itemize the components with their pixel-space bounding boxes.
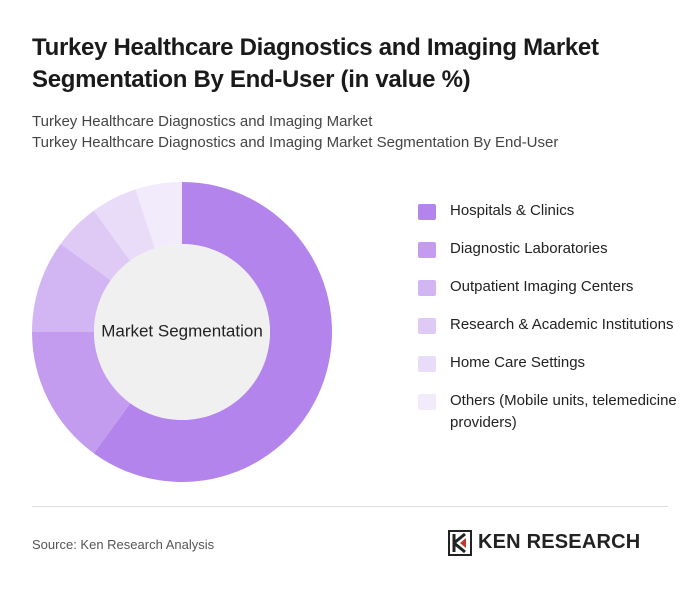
- donut-segment: [32, 243, 111, 332]
- donut-hole: [94, 244, 270, 420]
- center-label: Market Segmentation: [101, 321, 263, 340]
- donut-segment: [60, 210, 131, 281]
- legend-swatch: [418, 394, 436, 410]
- subtitle: Turkey Healthcare Diagnostics and Imagin…: [32, 113, 373, 130]
- legend-label: Others (Mobile units, telemedicine provi…: [450, 392, 677, 431]
- legend-item: Hospitals & Clinics: [418, 200, 678, 222]
- donut-segment: [32, 332, 131, 454]
- chart-title: Turkey Healthcare Diagnostics and Imagin…: [32, 34, 599, 93]
- legend-item: Outpatient Imaging Centers: [418, 276, 678, 298]
- brand: KEN RESEARCH: [478, 531, 641, 553]
- legend-item: Others (Mobile units, telemedicine provi…: [418, 390, 678, 434]
- legend-item: Home Care Settings: [418, 352, 678, 374]
- legend-swatch: [418, 204, 436, 220]
- logo-accent: [460, 538, 466, 548]
- legend-swatch: [418, 280, 436, 296]
- logo-k: [452, 532, 466, 554]
- legend-swatch: [418, 356, 436, 372]
- donut-segment: [135, 182, 182, 249]
- legend-label: Home Care Settings: [450, 354, 586, 371]
- subtitle: Turkey Healthcare Diagnostics and Imagin…: [32, 134, 559, 151]
- legend-swatch: [418, 318, 436, 334]
- source: Source: Ken Research Analysis: [32, 537, 215, 552]
- donut-chart: Market Segmentation: [32, 182, 332, 482]
- legend-item: Diagnostic Laboratories: [418, 238, 678, 260]
- legend-label: Research & Academic Institutions: [450, 316, 674, 333]
- legend-swatch: [418, 242, 436, 258]
- legend-item: Research & Academic Institutions: [418, 314, 678, 336]
- legend-label: Hospitals & Clinics: [450, 202, 575, 219]
- legend-label: Outpatient Imaging Centers: [450, 278, 634, 295]
- brand-logo: [448, 530, 472, 556]
- separator: [32, 506, 668, 507]
- legend-label: Diagnostic Laboratories: [450, 240, 608, 257]
- logo-frame: [448, 530, 472, 556]
- legend: Hospitals & Clinics Diagnostic Laboratori…: [418, 200, 678, 450]
- donut-segment: [93, 182, 332, 482]
- donut-segment: [93, 189, 155, 261]
